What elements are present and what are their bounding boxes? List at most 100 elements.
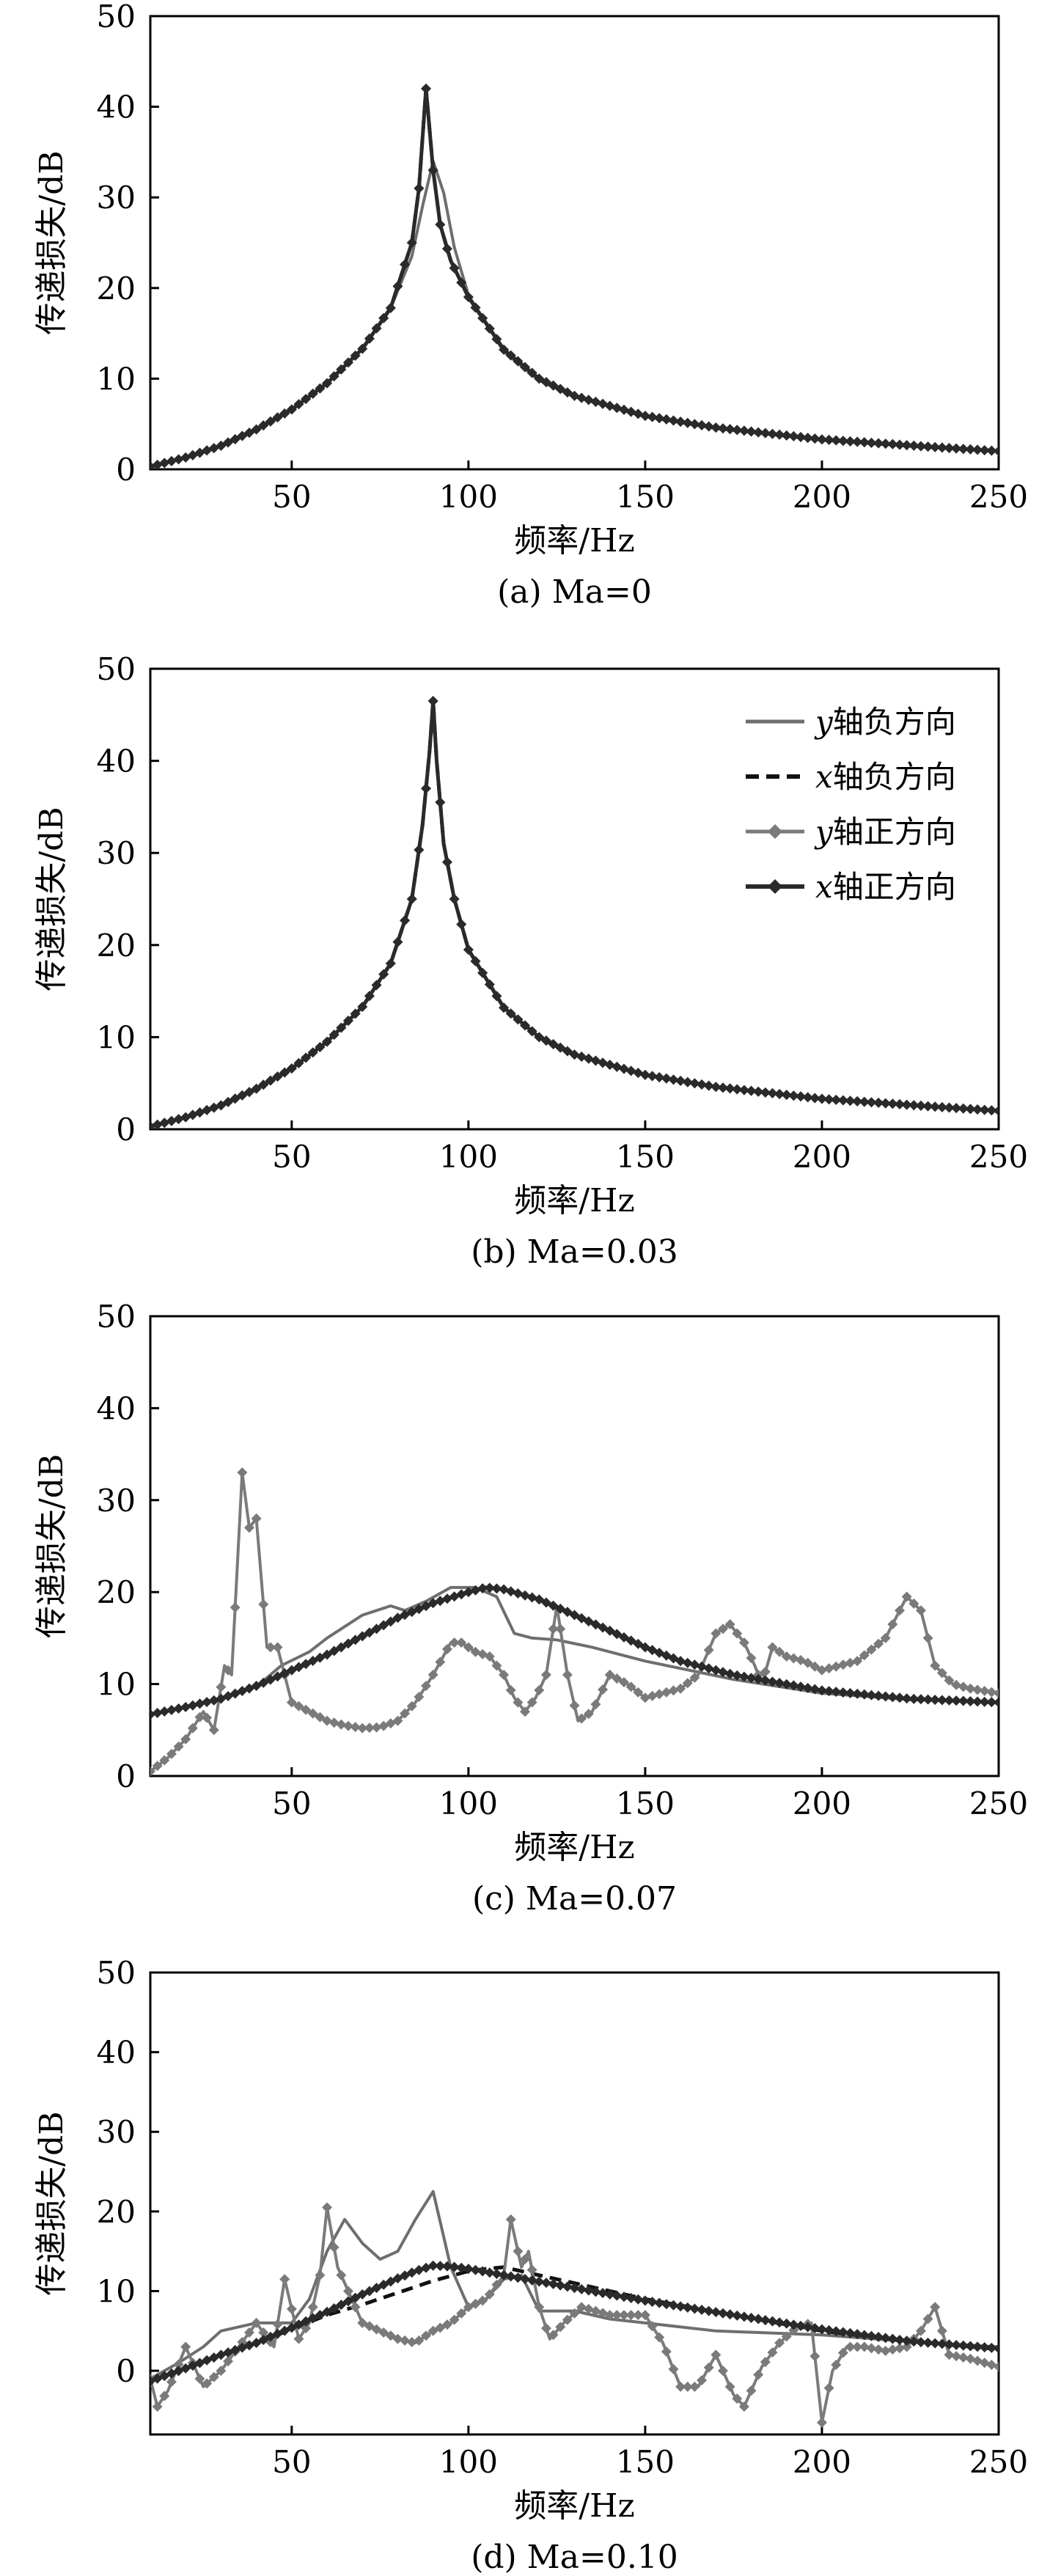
series-marker [767,2316,778,2327]
series-marker [809,1661,820,1672]
series-marker [753,2369,764,2380]
series-marker [152,1707,163,1718]
series-marker [668,1685,679,1696]
series-marker [767,1087,778,1098]
series-marker [732,1628,743,1639]
series-marker [598,1684,609,1695]
series-marker [697,2375,708,2386]
series-marker [520,2254,531,2265]
series-marker [873,2344,884,2355]
series-marker [484,2267,495,2278]
series-marker [223,2356,234,2367]
series-marker [441,1643,452,1654]
y-tick-label: 40 [97,89,136,125]
series-marker [958,2352,969,2363]
series-marker [845,2341,856,2352]
series-marker [852,1656,863,1667]
series-marker [477,967,488,978]
series-marker [788,1653,799,1664]
series-marker [562,387,573,398]
series-marker [895,439,906,450]
series-marker [618,1632,629,1643]
series-marker [908,2336,919,2347]
series-marker [315,383,326,394]
series-marker [491,2269,502,2280]
series-marker [845,436,856,447]
y-tick-label: 0 [116,452,136,488]
series-marker [301,394,312,405]
series-marker [880,1632,891,1643]
legend-label: y轴正方向 [814,814,956,850]
series-marker [703,1663,714,1674]
series-marker [633,1687,644,1698]
series-marker [809,1684,820,1695]
series-marker [972,1696,983,1707]
plot-area [150,2190,999,2428]
series-marker [915,2337,926,2348]
series-marker [668,2300,679,2311]
series-marker [470,2264,481,2275]
series-marker [986,1697,997,1708]
series-marker [831,1687,842,1698]
series-marker [717,423,728,434]
series-marker [633,2310,644,2321]
plot-area [150,1467,999,1776]
series-marker [647,411,658,422]
series-marker [427,695,438,706]
series-marker [491,1660,502,1671]
series-marker [265,1642,276,1653]
y-tick-label: 30 [97,835,136,871]
series-marker [307,1708,318,1719]
x-tick-label: 50 [272,479,311,515]
series-marker [633,1638,644,1649]
series-marker [152,1761,163,1772]
series-marker [859,2330,870,2341]
series-marker [342,2296,353,2307]
y-tick-label: 20 [97,2194,136,2230]
series-marker [322,1649,333,1660]
series-marker [724,1668,735,1679]
series-line-x-neg [150,87,999,469]
series-marker [823,2324,834,2335]
series-marker [456,1637,467,1648]
y-tick-label: 10 [97,361,136,397]
series-marker [682,2302,693,2313]
series-marker [866,2330,877,2341]
series-marker [809,1093,820,1104]
series-marker [802,433,813,444]
series-marker [816,434,827,445]
series-marker [922,2313,933,2324]
x-tick-label: 250 [969,479,1028,515]
series-marker [350,1008,361,1019]
x-tick-label: 200 [793,479,851,515]
y-tick-label: 50 [97,1299,136,1335]
series-marker [796,2320,807,2331]
y-axis-label: 传递损失/dB [33,1454,70,1638]
series-marker [668,1074,679,1085]
series-marker [435,1656,446,1667]
series-marker [166,1115,177,1126]
series-marker [243,1087,254,1098]
series-marker [216,1681,227,1692]
series-marker [187,1700,198,1711]
y-tick-label: 10 [97,1019,136,1055]
series-marker [357,1722,368,1733]
series-marker [852,436,863,447]
series-marker [180,1112,191,1123]
series-marker [449,263,460,274]
series-marker [491,1583,502,1594]
series-marker [724,2309,735,2320]
series-marker [499,344,510,355]
series-marker [965,444,976,455]
series-marker [746,1085,757,1096]
series-marker [152,1119,163,1129]
series-marker [540,2323,551,2334]
panel-caption: (c) Ma=0.07 [472,1880,677,1918]
y-tick-label: 50 [97,0,136,34]
series-marker [930,2338,941,2349]
series-marker [484,323,495,334]
y-tick-label: 0 [116,1112,136,1148]
series-marker [237,1090,248,1101]
series-marker [647,1690,658,1701]
series-marker [342,1016,353,1027]
